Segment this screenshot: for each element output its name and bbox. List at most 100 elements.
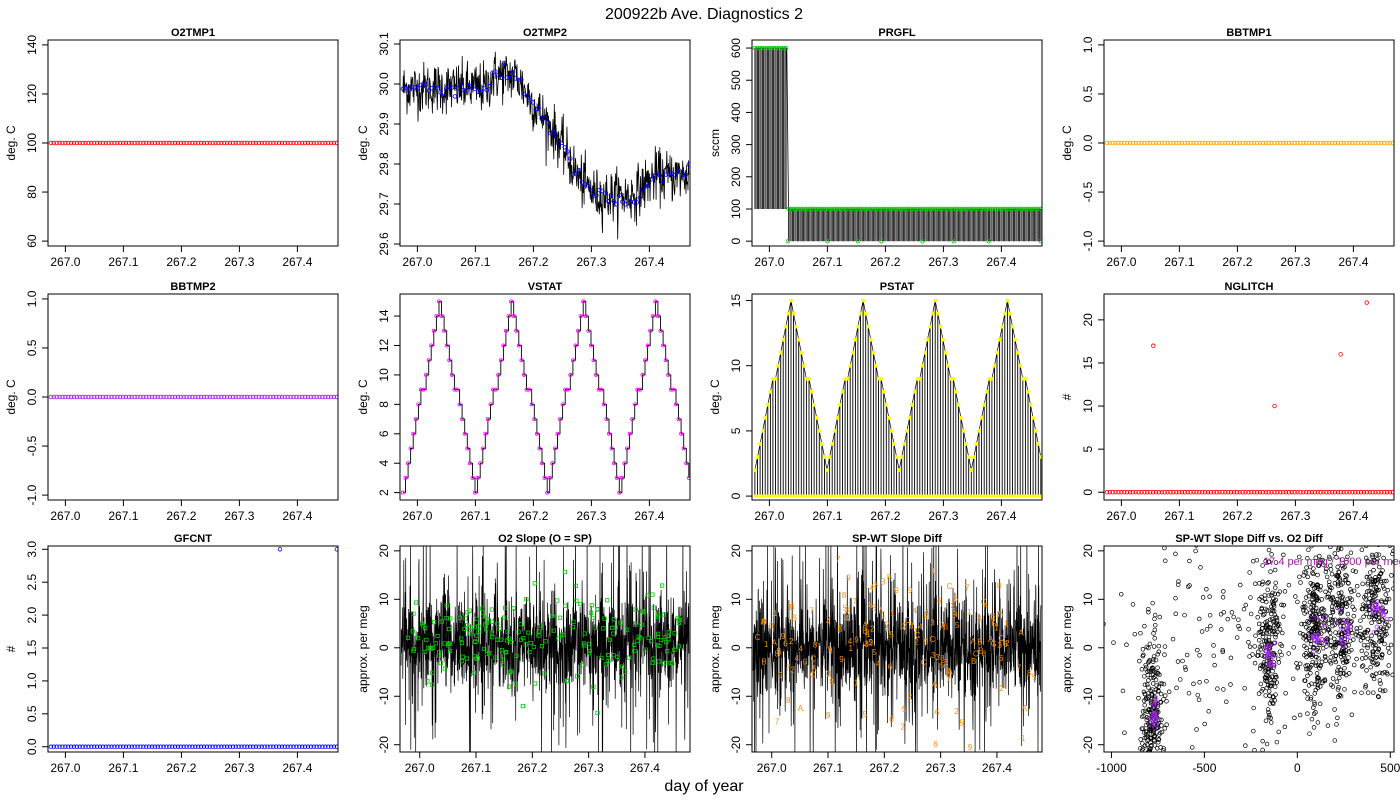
point-label: 1 — [1004, 620, 1009, 629]
data-point — [1324, 638, 1330, 643]
data-point — [902, 494, 906, 498]
point-label: 6 — [889, 715, 894, 724]
data-point — [565, 149, 570, 154]
data-point — [1211, 643, 1216, 648]
data-point — [846, 494, 850, 498]
data-point — [115, 744, 120, 749]
y-tick-label: 300 — [729, 134, 743, 154]
data-point — [485, 417, 490, 422]
data-point — [495, 637, 500, 642]
point-label: 5 — [889, 631, 894, 640]
data-point — [964, 442, 969, 446]
data-point — [1316, 598, 1322, 604]
data-point — [1383, 629, 1388, 634]
data-point — [1272, 678, 1277, 683]
data-point — [532, 417, 537, 422]
data-point — [57, 140, 62, 146]
data-point — [1360, 656, 1365, 661]
data-point — [1354, 583, 1360, 589]
y-axis-label: approx. per meg — [708, 605, 722, 692]
data-point — [786, 311, 791, 316]
data-point — [506, 314, 511, 319]
x-tick-label: 267.4 — [634, 509, 664, 523]
data-point — [1317, 665, 1322, 671]
data-point — [947, 206, 952, 212]
point-label: B — [862, 626, 867, 635]
point-label: 9 — [924, 637, 929, 646]
data-point — [1260, 738, 1265, 744]
data-point — [1223, 490, 1228, 495]
data-point — [1263, 639, 1269, 644]
data-point — [611, 631, 616, 636]
data-point — [429, 85, 434, 91]
data-point — [311, 394, 316, 400]
data-point — [221, 140, 227, 146]
data-point — [556, 636, 561, 641]
point-label: 2 — [1005, 639, 1010, 648]
data-point — [1338, 627, 1344, 632]
data-point — [791, 206, 796, 212]
data-point — [317, 140, 322, 146]
data-point — [1007, 206, 1012, 212]
point-label: 3 — [1003, 640, 1008, 649]
data-point — [1323, 569, 1329, 575]
data-point — [1358, 618, 1363, 623]
point-label: 1 — [866, 630, 871, 639]
data-point — [655, 612, 661, 617]
data-point — [54, 140, 59, 146]
data-point — [1268, 657, 1274, 662]
data-point — [618, 620, 623, 625]
data-point — [1336, 569, 1341, 574]
data-point — [1367, 570, 1373, 575]
data-point — [1292, 715, 1297, 721]
data-point — [1311, 600, 1317, 606]
data-point — [578, 314, 583, 319]
data-point — [1297, 630, 1303, 636]
data-point — [1185, 584, 1191, 589]
data-point — [1340, 603, 1345, 609]
data-point — [1104, 621, 1106, 627]
data-point — [641, 610, 647, 615]
data-point — [1249, 140, 1254, 146]
data-point — [1031, 494, 1035, 498]
data-point — [1182, 612, 1187, 618]
data-point — [1270, 668, 1275, 674]
x-tick-label: 267.3 — [224, 761, 254, 775]
data-point — [831, 206, 837, 212]
data-point — [230, 394, 236, 400]
data-point — [1366, 588, 1372, 594]
panel-title: SP-WT Slope Diff — [852, 533, 942, 545]
x-tick-label: 267.3 — [576, 509, 606, 523]
point-label: 1 — [890, 609, 895, 618]
x-tick-label: 267.4 — [1338, 509, 1368, 523]
data-point — [1269, 698, 1274, 704]
data-point — [768, 494, 772, 498]
data-point — [472, 654, 477, 659]
y-tick-label: 0 — [729, 492, 743, 499]
data-point — [1118, 591, 1124, 597]
data-point — [493, 655, 498, 660]
data-point — [493, 387, 498, 392]
data-point — [1269, 490, 1274, 495]
data-point — [1204, 678, 1209, 684]
point-label: C — [991, 639, 997, 648]
data-point — [1010, 324, 1015, 329]
data-point — [1124, 490, 1130, 495]
data-point — [221, 744, 227, 749]
data-point — [442, 666, 448, 671]
data-point — [680, 172, 686, 178]
data-point — [1176, 579, 1181, 584]
data-point — [1364, 630, 1370, 635]
data-point — [1381, 555, 1386, 561]
data-point — [498, 358, 503, 363]
x-tick-label: 267.1 — [108, 761, 138, 775]
data-point — [210, 744, 215, 749]
data-point — [838, 494, 842, 498]
data-point — [1339, 607, 1345, 612]
data-point — [1330, 650, 1335, 655]
data-point — [51, 394, 56, 400]
data-point — [1311, 628, 1317, 633]
data-point — [830, 494, 834, 498]
data-point — [1353, 490, 1358, 495]
